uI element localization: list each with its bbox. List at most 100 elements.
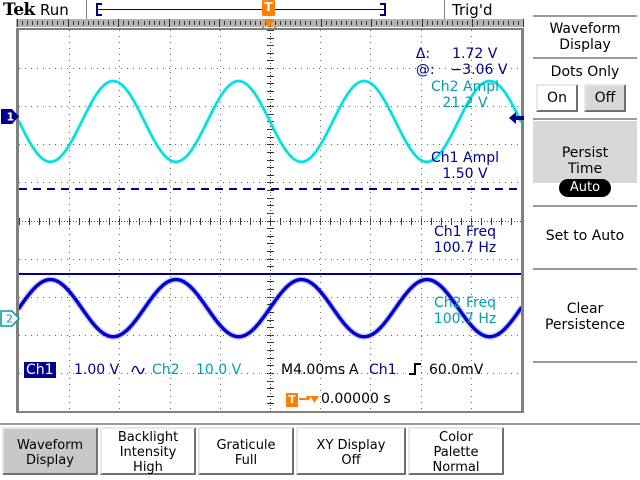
persist-time-panel[interactable] [533, 121, 637, 183]
ruler-tick [159, 21, 160, 25]
ruler-tick [407, 21, 408, 25]
ruler-tick [245, 21, 246, 25]
ruler-tick [149, 21, 150, 25]
bottom-menu-xy-display[interactable]: XY Display Off [296, 427, 406, 475]
graticule-grid [19, 30, 521, 411]
ruler-tick [305, 21, 306, 25]
ruler-tick [336, 21, 337, 25]
ruler-tick [83, 21, 84, 25]
ruler-tick [402, 21, 403, 25]
measurement-ch2-freq-label: Ch2 Freq [434, 295, 496, 311]
bottom-menu-waveform-display[interactable]: Waveform Display [2, 427, 98, 475]
measurement-ch1-ampl-value: 1.50 V [442, 166, 488, 182]
divider [533, 205, 637, 207]
cursor-delta-readout: Δ: 1.72 V [398, 30, 498, 78]
set-to-auto-button[interactable]: Set to Auto [533, 211, 637, 263]
gridline-vertical [471, 30, 472, 411]
ruler-tick [280, 21, 281, 25]
ruler-tick [356, 21, 357, 25]
ruler-tick [184, 21, 185, 25]
ruler-tick [477, 21, 478, 25]
graticule-bottom-edge [16, 411, 524, 413]
gridline-vertical [170, 30, 171, 411]
bottom-menu-backlight-intensity[interactable]: Backlight Intensity High [100, 427, 196, 475]
graticule-area[interactable] [16, 28, 524, 413]
ch1-ground-marker[interactable]: 1 [0, 108, 20, 125]
ruler-tick [93, 21, 94, 25]
measurement-ch1-freq-label: Ch1 Freq [434, 224, 496, 240]
measurement-ch2-freq-value: 100.7 Hz [433, 311, 497, 327]
rising-edge-icon [409, 363, 421, 375]
dots-only-off-button[interactable]: Off [584, 84, 626, 112]
ruler-tick [397, 21, 398, 25]
ruler-tick [265, 21, 266, 25]
side-menu: Waveform Display Dots Only On Off Persis… [530, 13, 640, 365]
ruler-tick [366, 21, 367, 25]
side-menu-title-line2: Display [559, 37, 611, 53]
ruler-tick [493, 21, 494, 25]
ruler-tick [472, 19, 473, 27]
waveform-trace-ch2 [19, 79, 521, 164]
ruler-tick [361, 21, 362, 25]
ruler-tick [133, 21, 134, 25]
trigger-position-pointer[interactable] [262, 19, 276, 29]
ruler-tick [386, 21, 387, 25]
svg-text:2: 2 [6, 313, 13, 326]
bottom-menu-bar: Waveform Display Backlight Intensity High… [0, 425, 640, 480]
persist-time-value[interactable]: Auto [559, 179, 611, 197]
dots-only-on-button[interactable]: On [536, 84, 578, 112]
ruler-tick [37, 21, 38, 25]
ruler-tick [199, 21, 200, 25]
ruler-tick [47, 21, 48, 25]
divider [444, 0, 445, 19]
ruler-tick [290, 21, 291, 25]
trigger-position-icon: T [286, 393, 298, 407]
divider [533, 118, 637, 120]
ruler-tick [194, 21, 195, 25]
ruler-tick [518, 21, 519, 25]
trigger-position-marker-top[interactable]: T [262, 0, 275, 16]
waveform-traces [19, 79, 521, 340]
waveform-trace-ch1 [19, 277, 521, 339]
ruler-tick [503, 21, 504, 25]
bottom-menu-top-strip [0, 423, 640, 425]
clear-persistence-line2[interactable]: Persistence [544, 317, 626, 333]
status-trigger-source[interactable]: Ch1 [369, 362, 397, 378]
ruler-tick [174, 21, 175, 25]
measurement-ch1-ampl-label: Ch1 Ampl [431, 150, 499, 166]
ruler-tick [331, 21, 332, 25]
ruler-tick [52, 21, 53, 25]
status-trigger-level: 60.0mV [429, 362, 484, 378]
cursor-line-dashed[interactable] [19, 188, 521, 190]
ruler-tick [432, 21, 433, 25]
gridline-vertical [370, 30, 371, 411]
ruler-tick [285, 21, 286, 25]
divider [533, 15, 637, 17]
trigger-level-marker[interactable] [508, 111, 524, 125]
ch2-ground-marker[interactable]: 2 [0, 310, 20, 327]
ac-coupling-icon [131, 365, 145, 375]
ruler-tick [138, 21, 139, 25]
ruler-tick [376, 21, 377, 25]
gridline-vertical [69, 30, 70, 411]
bottom-menu-color-palette[interactable]: Color Palette Normal [408, 427, 504, 475]
status-ch1-badge[interactable]: Ch1 [24, 362, 56, 378]
ruler-tick [341, 21, 342, 25]
tek-logo: Tek [3, 0, 35, 20]
bottom-menu-graticule[interactable]: Graticule Full [198, 427, 294, 475]
ruler-tick [57, 21, 58, 25]
ruler-tick [144, 21, 145, 25]
ruler-tick [250, 21, 251, 25]
ruler-tick [437, 21, 438, 25]
status-ch2-label[interactable]: Ch2 [152, 362, 180, 378]
graticule-left-edge [16, 28, 19, 413]
cursor-at-value: −3.06 V [450, 62, 508, 78]
cursor-line-solid[interactable] [19, 273, 521, 275]
ruler-tick [260, 21, 261, 25]
clear-persistence-line1[interactable]: Clear [566, 301, 604, 317]
ruler-tick [381, 21, 382, 25]
record-length-bar[interactable] [96, 3, 386, 16]
ruler-tick [326, 21, 327, 25]
ruler-tick [523, 19, 524, 27]
